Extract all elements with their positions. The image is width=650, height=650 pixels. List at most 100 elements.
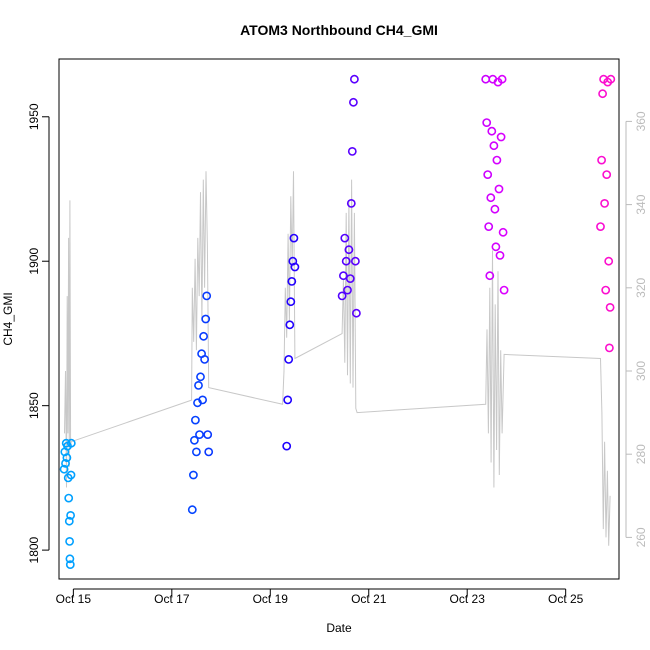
right-y-tick-label: 260 <box>634 527 648 547</box>
data-point <box>602 170 612 179</box>
data-point <box>61 458 70 468</box>
data-point <box>283 395 293 405</box>
data-point <box>489 141 499 151</box>
data-point <box>600 198 609 208</box>
x-tick-label: Oct 23 <box>450 592 486 606</box>
data-point <box>495 250 505 260</box>
data-point <box>340 233 350 243</box>
data-point <box>200 354 209 364</box>
data-point <box>191 447 201 457</box>
x-tick-label: Oct 19 <box>253 592 289 606</box>
data-point <box>349 74 359 84</box>
data-point <box>189 435 199 445</box>
y-tick-label: 1900 <box>27 248 41 275</box>
data-point <box>66 511 75 520</box>
chart-title: ATOM3 Northbound CH4_GMI <box>240 22 438 38</box>
right-y-tick-label: 320 <box>634 277 648 297</box>
data-point <box>66 438 76 448</box>
data-point <box>290 262 300 272</box>
data-point <box>343 285 352 295</box>
data-point <box>199 331 208 341</box>
data-point <box>606 74 616 84</box>
data-point <box>597 155 606 165</box>
data-point <box>196 372 205 382</box>
data-point <box>188 470 198 480</box>
data-point <box>605 343 614 353</box>
data-point <box>65 554 75 564</box>
data-point <box>498 227 508 237</box>
data-point <box>282 441 292 451</box>
data-point <box>284 354 294 364</box>
right-y-tick-label: 340 <box>634 194 648 214</box>
x-tick-label: Oct 21 <box>351 592 387 606</box>
data-point <box>350 256 360 266</box>
data-point <box>491 242 501 252</box>
scatter-points-layer <box>59 74 616 569</box>
data-point <box>201 314 211 324</box>
data-point <box>287 276 297 286</box>
data-point <box>202 291 212 301</box>
data-point <box>190 415 200 425</box>
data-point <box>485 271 495 281</box>
right-y-tick-label: 300 <box>634 361 648 381</box>
data-point <box>605 302 615 312</box>
data-point <box>285 320 295 330</box>
plot-frame <box>58 58 620 580</box>
data-point <box>482 118 492 127</box>
data-point <box>62 453 72 463</box>
data-point <box>351 308 361 318</box>
data-point <box>59 464 69 474</box>
data-point <box>484 222 494 231</box>
data-point <box>596 222 605 231</box>
y-axis: 1800 1850 1900 1950 <box>27 103 50 563</box>
x-tick-label: Oct 17 <box>154 592 190 606</box>
data-point <box>187 505 197 515</box>
data-point <box>194 380 203 390</box>
data-point <box>65 560 75 569</box>
data-point <box>348 97 358 107</box>
data-point <box>486 193 496 203</box>
data-point <box>496 132 506 142</box>
right-y-tick-label: 360 <box>634 111 648 131</box>
data-point <box>204 447 214 457</box>
y-tick-label: 1850 <box>27 392 41 419</box>
y-tick-label: 1800 <box>27 536 41 563</box>
y-axis-label: CH4_GMI <box>1 292 15 345</box>
data-point <box>198 395 207 405</box>
data-point <box>203 430 213 439</box>
secondary-series-line <box>64 171 611 546</box>
x-axis-label: Date <box>326 621 352 635</box>
x-tick-label: Oct 25 <box>548 592 584 606</box>
data-point <box>195 430 204 439</box>
data-point <box>487 126 497 136</box>
data-point <box>601 285 611 295</box>
data-point <box>347 146 357 156</box>
data-point <box>344 245 354 255</box>
x-axis: Oct 15 Oct 17 Oct 19 Oct 21 Oct 23 Oct 25 <box>56 588 584 606</box>
data-point <box>341 256 351 266</box>
data-point <box>604 256 614 266</box>
right-y-tick-label: 280 <box>634 444 648 464</box>
data-point <box>65 537 74 546</box>
right-y-axis: 260 280 300 320 340 360 <box>625 111 648 547</box>
x-tick-label: Oct 15 <box>56 592 92 606</box>
data-point <box>490 204 500 214</box>
data-point <box>345 274 355 283</box>
data-point <box>483 170 493 179</box>
data-point <box>346 198 356 208</box>
data-point <box>497 74 507 84</box>
data-point <box>66 470 76 480</box>
data-point <box>289 233 299 243</box>
data-point <box>499 285 509 295</box>
data-point <box>64 516 74 526</box>
data-point <box>64 493 74 503</box>
secondary-line-layer <box>64 171 611 546</box>
data-point <box>481 74 491 84</box>
y-tick-label: 1950 <box>27 103 41 130</box>
data-point <box>598 89 607 99</box>
data-point <box>492 155 502 165</box>
data-point <box>286 297 296 307</box>
data-point <box>337 291 347 301</box>
data-point <box>494 184 504 194</box>
